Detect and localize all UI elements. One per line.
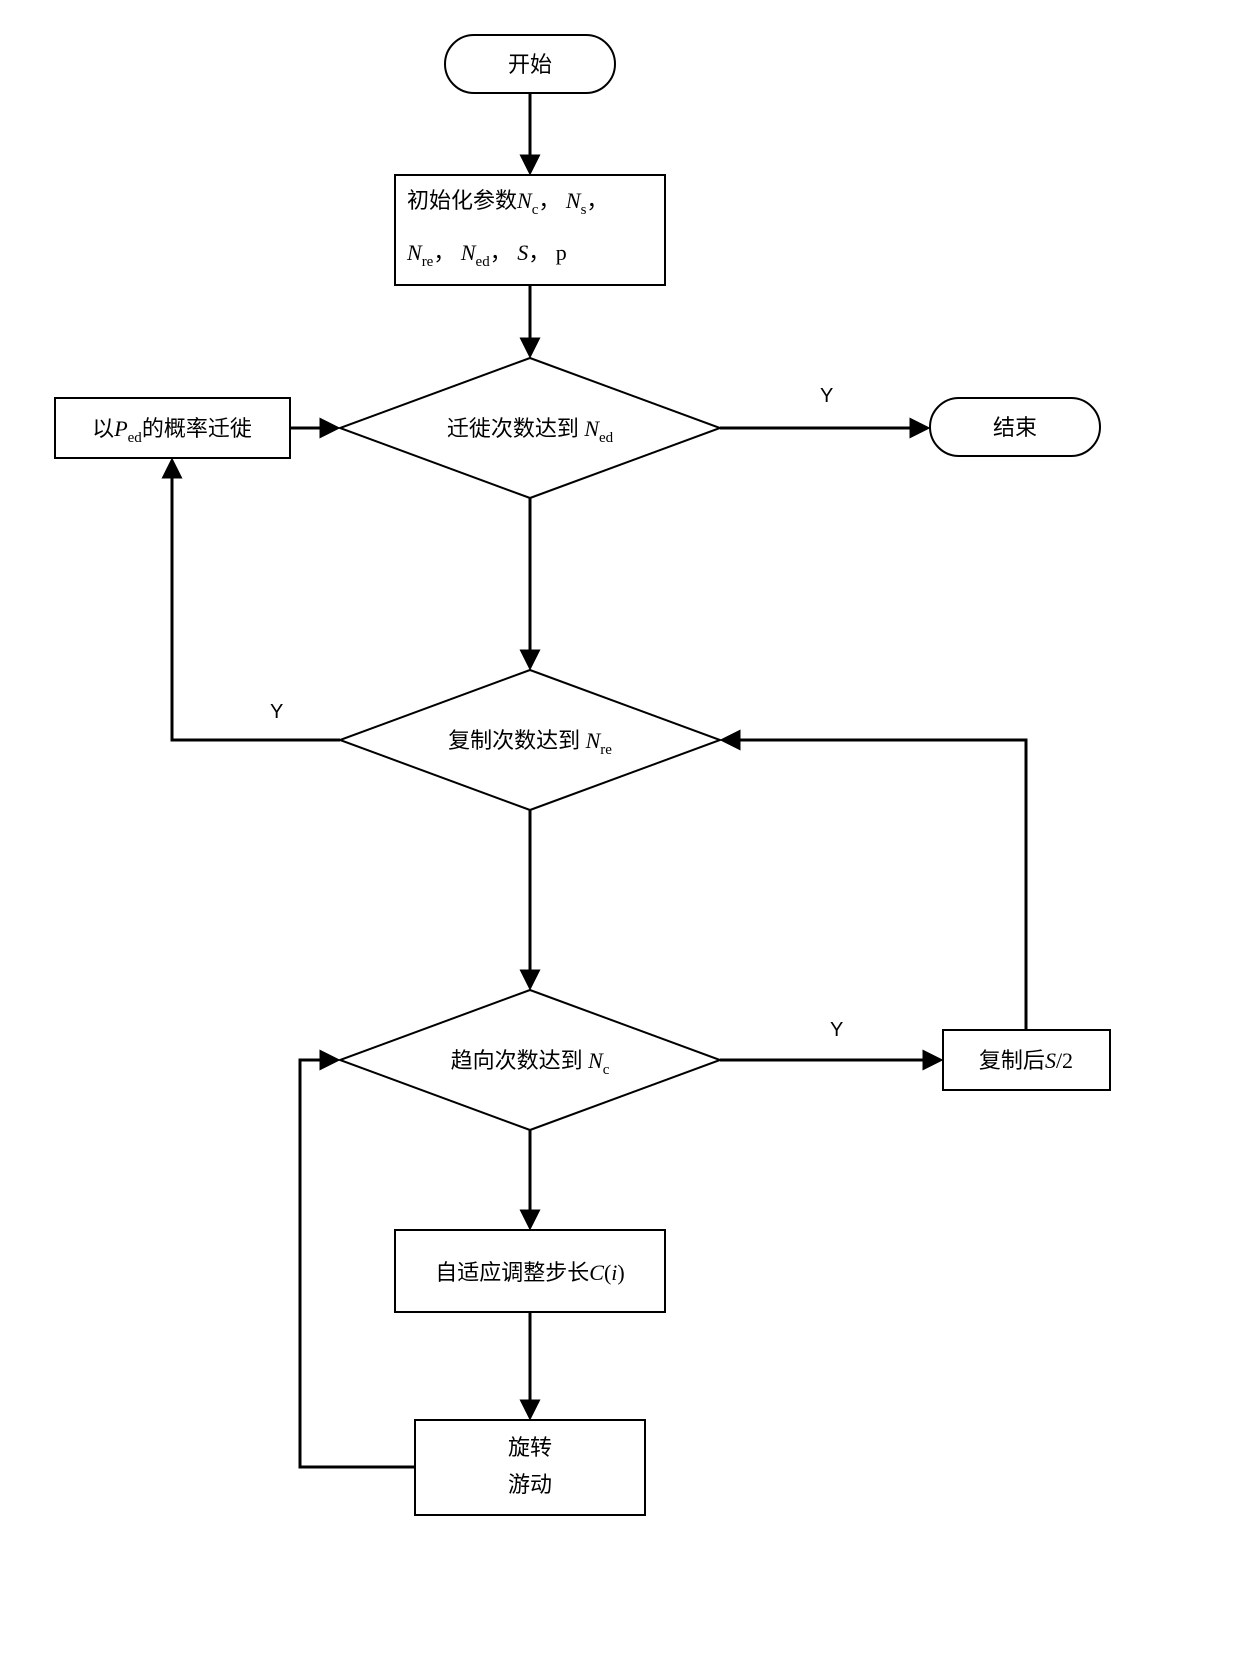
copy-node: 复制后S/2 [943,1030,1110,1090]
edge-ed-end-label: Y [820,385,833,407]
init-line2: Nre， Ned， S， p [406,240,567,270]
decision-re-label: 复制次数达到 Nre [448,728,612,758]
decision-ed-node: 迁徙次数达到 Ned [340,358,720,498]
migrate-node: 以Ped的概率迁徙 [55,398,290,458]
init-node: 初始化参数Nc， Ns， Nre， Ned， S， p [395,175,665,285]
decision-re-node: 复制次数达到 Nre [340,670,720,810]
start-label: 开始 [508,52,552,77]
edge-re-migrate [172,461,340,740]
rotate-line2: 游动 [508,1472,552,1497]
rotate-node: 旋转 游动 [415,1420,645,1515]
copy-label: 复制后S/2 [979,1048,1073,1073]
step-node: 自适应调整步长C(i) [395,1230,665,1312]
start-node: 开始 [445,35,615,93]
edge-rotate-nc [300,1060,415,1467]
decision-nc-node: 趋向次数达到 Nc [340,990,720,1130]
step-label: 自适应调整步长C(i) [435,1260,624,1285]
end-label: 结束 [993,415,1037,440]
flowchart-canvas: 开始 初始化参数Nc， Ns， Nre， Ned， S， p 迁徙次数达到 Ne… [0,0,1240,1664]
edge-nc-copy-label: Y [830,1019,843,1041]
edge-copy-re [723,740,1026,1030]
end-node: 结束 [930,398,1100,456]
rotate-line1: 旋转 [508,1435,552,1460]
migrate-label: 以Ped的概率迁徙 [92,416,252,446]
edge-re-migrate-label: Y [270,701,283,723]
init-line1: 初始化参数Nc， Ns， [407,188,608,218]
decision-ed-label: 迁徙次数达到 Ned [447,416,614,446]
decision-nc-label: 趋向次数达到 Nc [451,1048,610,1078]
